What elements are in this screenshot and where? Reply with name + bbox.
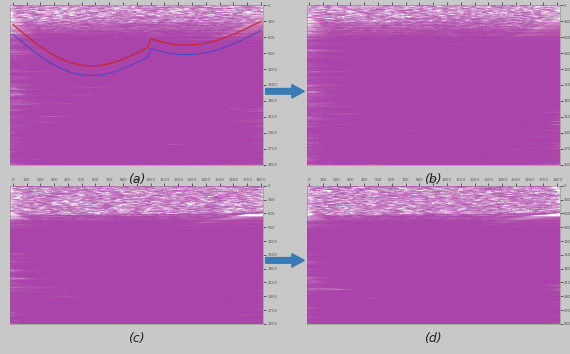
Text: (c): (c) bbox=[128, 332, 145, 345]
Text: (a): (a) bbox=[128, 173, 145, 186]
Text: (d): (d) bbox=[425, 332, 442, 345]
Text: (b): (b) bbox=[425, 173, 442, 186]
